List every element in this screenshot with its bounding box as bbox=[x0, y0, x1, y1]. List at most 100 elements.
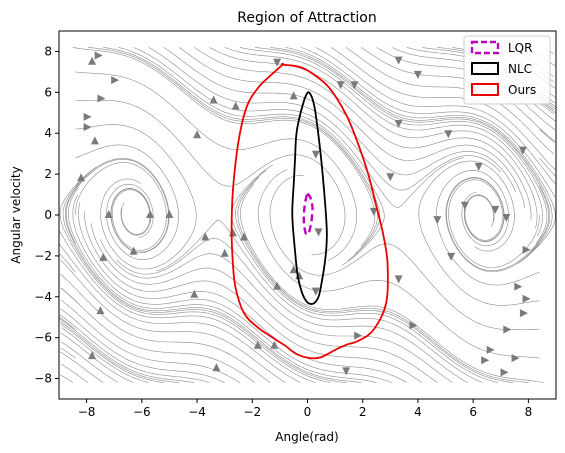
stream-arrow bbox=[386, 173, 395, 182]
stream-arrow bbox=[433, 216, 442, 225]
streamline bbox=[118, 47, 385, 266]
streamline bbox=[90, 223, 438, 383]
streamline bbox=[65, 159, 169, 253]
streamline bbox=[330, 47, 556, 171]
x-tick-label: 6 bbox=[469, 405, 477, 419]
streamline bbox=[75, 124, 197, 270]
series-lqr-curve bbox=[302, 191, 314, 236]
y-tick-label: 8 bbox=[44, 44, 52, 58]
chart-title: Region of Attraction bbox=[237, 10, 376, 26]
streamline bbox=[148, 47, 501, 191]
legend-swatch-lqr bbox=[470, 40, 500, 55]
streamline bbox=[60, 273, 271, 383]
legend-swatch-ours bbox=[471, 83, 499, 96]
legend-label-lqr: LQR bbox=[508, 41, 532, 55]
y-tick-label: 4 bbox=[44, 126, 52, 140]
stream-arrow bbox=[394, 120, 403, 128]
streamline bbox=[61, 299, 241, 383]
streamline bbox=[62, 172, 347, 383]
x-axis: −8 −6 −4 −2 0 2 4 6 8 bbox=[78, 399, 532, 419]
streamline bbox=[418, 160, 540, 306]
streamline bbox=[60, 374, 73, 383]
stream-arrow bbox=[83, 123, 92, 132]
x-tick-label: −8 bbox=[78, 405, 96, 419]
legend-label-ours: Ours bbox=[508, 83, 536, 97]
streamline bbox=[448, 179, 540, 268]
stream-arrow bbox=[90, 136, 99, 145]
x-tick-label: 0 bbox=[304, 405, 312, 419]
streamline bbox=[60, 308, 225, 383]
stream-arrow bbox=[190, 289, 199, 298]
streamline bbox=[72, 194, 392, 383]
stream-arrow bbox=[511, 354, 520, 363]
streamline bbox=[163, 47, 517, 193]
streamline bbox=[237, 176, 529, 383]
y-tick-label: 2 bbox=[44, 167, 52, 181]
y-axis: −8 −6 −4 −2 0 2 4 6 8 bbox=[34, 44, 59, 386]
stream-arrow bbox=[394, 275, 403, 284]
streamline bbox=[59, 253, 76, 273]
stream-arrow bbox=[273, 281, 282, 290]
stream-arrow bbox=[519, 309, 528, 318]
stream-arrow bbox=[104, 210, 113, 218]
streamline bbox=[346, 47, 555, 155]
stream-arrow bbox=[314, 228, 323, 237]
stream-arrow bbox=[502, 214, 511, 222]
y-tick-label: 0 bbox=[44, 208, 52, 222]
stream-arrow bbox=[342, 367, 351, 376]
stream-arrow bbox=[88, 56, 97, 65]
streamline bbox=[539, 157, 556, 177]
streamline bbox=[300, 47, 556, 198]
stream-arrow bbox=[201, 232, 210, 241]
streamline bbox=[59, 314, 210, 383]
stream-arrow bbox=[444, 130, 453, 139]
streamline bbox=[60, 259, 286, 383]
streamline bbox=[224, 47, 543, 237]
stream-arrow bbox=[481, 356, 490, 365]
stream-arrow bbox=[209, 95, 218, 104]
stream-arrow bbox=[94, 51, 103, 60]
x-tick-label: 4 bbox=[414, 405, 422, 419]
stream-arrow bbox=[77, 173, 86, 182]
stream-arrow bbox=[311, 150, 320, 159]
stream-arrow bbox=[146, 210, 155, 218]
streamline bbox=[78, 202, 408, 383]
stream-arrow bbox=[522, 245, 531, 254]
streamline bbox=[257, 169, 540, 359]
streamline bbox=[269, 175, 540, 330]
series-nlc-curve bbox=[291, 91, 328, 305]
streamline bbox=[60, 321, 180, 383]
stream-arrow bbox=[165, 210, 174, 218]
stream-arrow bbox=[460, 201, 469, 210]
stream-arrow bbox=[220, 248, 229, 257]
streamline bbox=[75, 100, 346, 255]
streamline bbox=[315, 47, 556, 185]
streamline bbox=[75, 144, 179, 261]
streamline bbox=[99, 239, 453, 383]
streamline bbox=[61, 327, 149, 383]
streamline bbox=[60, 351, 104, 383]
streamline bbox=[539, 128, 555, 143]
streamline bbox=[59, 166, 332, 383]
streamline bbox=[61, 363, 89, 383]
stream-arrow bbox=[97, 94, 106, 103]
legend: LQR NLC Ours bbox=[463, 35, 551, 105]
streamline bbox=[194, 47, 532, 220]
streamline bbox=[103, 47, 381, 261]
stream-arrow bbox=[354, 331, 363, 340]
streamline bbox=[60, 323, 164, 383]
streamline bbox=[59, 243, 301, 383]
y-axis-label: Angular velocity bbox=[9, 166, 23, 263]
streamline bbox=[446, 177, 550, 271]
stream-arrow bbox=[111, 76, 120, 85]
streamline bbox=[270, 47, 553, 258]
stream-arrow bbox=[447, 252, 456, 261]
stream-arrow bbox=[96, 306, 105, 315]
streamline bbox=[133, 47, 464, 209]
legend-box bbox=[463, 35, 551, 105]
streamline bbox=[60, 332, 134, 383]
legend-label-nlc: NLC bbox=[508, 62, 532, 76]
streamline bbox=[72, 47, 376, 247]
x-tick-label: −6 bbox=[133, 405, 151, 419]
